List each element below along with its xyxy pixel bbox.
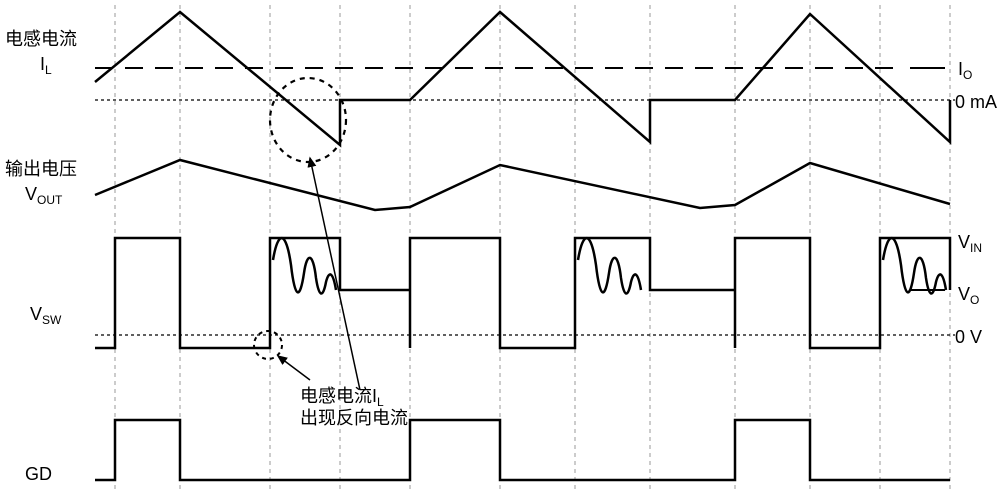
gate-drive-waveform [95,420,950,480]
time-grid [115,5,950,490]
output-voltage-label-row2: VOUT [25,184,63,207]
inductor-current-waveform [95,12,950,145]
zero-v-label: 0 V [955,327,982,347]
output-voltage-label-row1: 输出电压 [5,159,77,179]
inductor-current-label-row1: 电感电流 [5,29,77,49]
zero-ma-label: 0 mA [955,92,997,112]
annotation-arrow-to-vsw [278,356,310,380]
vo-label: VO [958,284,979,307]
vin-label: VIN [958,232,982,255]
ringing-waveforms [273,238,946,293]
reverse-current-annotation-row2: 出现反向电流 [300,408,408,428]
gd-label: GD [25,464,52,484]
inductor-current-label-row2: IL [40,54,52,77]
output-voltage-waveform [95,160,950,210]
io-label: IO [958,59,972,82]
reverse-current-annotation-row1: 电感电流IL [300,386,384,409]
switch-node-waveform [95,238,950,348]
annotation-arrow-to-waveform [310,158,360,390]
vsw-label: VSW [30,304,62,327]
